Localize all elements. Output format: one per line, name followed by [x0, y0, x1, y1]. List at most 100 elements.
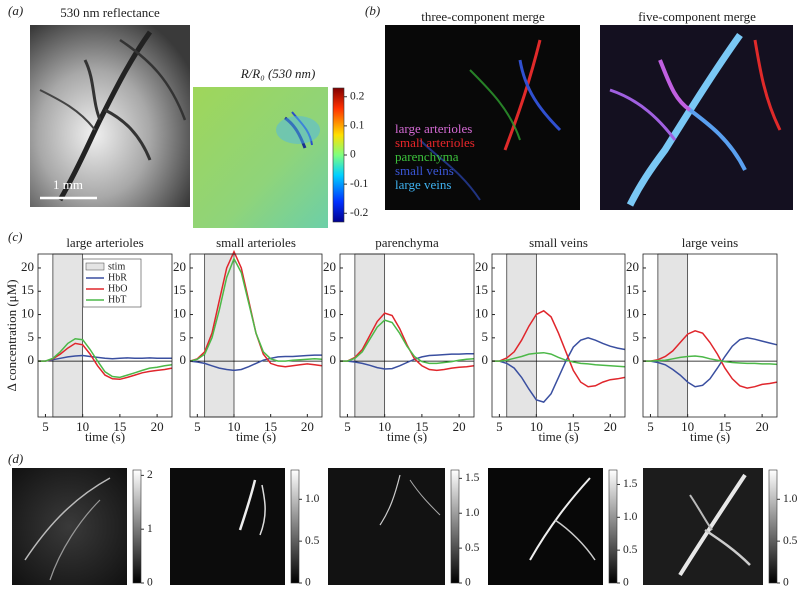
series-line	[38, 354, 172, 362]
legend-label: HbT	[108, 294, 126, 305]
series-line	[340, 352, 474, 370]
colorbar-tick-label: -0.1	[350, 178, 368, 190]
colorbar	[768, 469, 778, 584]
image-title: five-component merge	[638, 9, 756, 24]
colorbar-tick-label: 0	[147, 577, 153, 589]
colorbar-tick-label: 0.1	[350, 120, 365, 132]
x-tick-label: 5	[344, 419, 351, 434]
chart-title: large arterioles	[66, 235, 143, 250]
colorbar-tick-label: 0.5	[305, 535, 320, 547]
y-tick-label: 10	[626, 306, 639, 321]
stim-shade	[204, 253, 235, 418]
colorbar-tick-label: 1.5	[465, 472, 480, 484]
y-tick-label: 15	[323, 282, 336, 297]
legend-label: parenchyma	[395, 149, 459, 164]
series-line	[492, 351, 626, 368]
colorbar-tick-label: 0	[305, 577, 311, 589]
legend-label: large veins	[395, 177, 451, 192]
x-tick-label: 15	[718, 419, 731, 434]
y-tick-label: 20	[626, 259, 639, 274]
x-axis-label: time (s)	[85, 429, 125, 444]
colorbar-tick-label: 1.0	[305, 493, 320, 505]
y-tick-label: 20	[173, 259, 186, 274]
y-tick-label: 0	[482, 352, 489, 367]
colorbar-tick-label: 0.5	[783, 535, 798, 547]
chart-title: large veins	[682, 235, 738, 250]
ratio-image	[193, 87, 328, 228]
x-tick-label: 20	[151, 419, 164, 434]
y-axis-label: Δ concentration (μM)	[4, 279, 19, 391]
y-tick-label: 5	[330, 329, 337, 344]
y-tick-label: 10	[323, 306, 336, 321]
five-merge-image	[600, 25, 793, 210]
series-line	[38, 338, 173, 379]
y-tick-label: 0	[633, 352, 640, 367]
x-tick-label: 20	[453, 419, 466, 434]
y-tick-label: 10	[475, 306, 488, 321]
y-tick-label: 15	[475, 282, 488, 297]
panel-label: (d)	[8, 451, 23, 466]
x-tick-label: 15	[264, 419, 277, 434]
axes-frame	[491, 253, 626, 418]
colorbar	[290, 469, 300, 584]
axes-frame	[642, 253, 778, 418]
axes-frame	[339, 253, 475, 418]
x-tick-label: 15	[113, 419, 126, 434]
y-tick-label: 5	[633, 329, 640, 344]
series-line	[492, 309, 626, 388]
x-tick-label: 10	[530, 419, 543, 434]
colorbar	[132, 469, 142, 584]
stim-shade	[52, 253, 84, 418]
legend-label: small arterioles	[395, 135, 475, 150]
legend-label: small veins	[395, 163, 454, 178]
colorbar-tick-label: 0	[783, 577, 789, 589]
y-tick-label: 15	[626, 282, 639, 297]
y-tick-label: 5	[28, 329, 35, 344]
colorbar-tick-label: 1	[147, 523, 153, 535]
image-title: three-component merge	[421, 9, 545, 24]
series-line	[38, 342, 173, 381]
scale-bar-label: 1 mm	[53, 177, 83, 192]
x-axis-label: time (s)	[690, 429, 730, 444]
y-tick-label: 5	[180, 329, 187, 344]
chart-title: small veins	[529, 235, 588, 250]
y-tick-label: 10	[173, 306, 186, 321]
x-tick-label: 10	[378, 419, 391, 434]
x-tick-label: 5	[496, 419, 503, 434]
x-tick-label: 20	[756, 419, 769, 434]
series-line	[643, 337, 778, 388]
colorbar	[332, 87, 345, 223]
x-tick-label: 10	[76, 419, 89, 434]
stim-shade	[506, 253, 537, 418]
x-tick-label: 15	[415, 419, 428, 434]
reflectance-image	[30, 25, 190, 207]
x-tick-label: 5	[194, 419, 201, 434]
chart-title: small arterioles	[216, 235, 296, 250]
component-maps	[12, 468, 763, 585]
series-line	[340, 319, 475, 365]
chart-title: parenchyma	[375, 235, 439, 250]
series-line	[189, 256, 323, 362]
colorbar-tick-label: 0	[465, 577, 471, 589]
y-tick-label: 10	[21, 306, 34, 321]
y-tick-label: 0	[28, 352, 35, 367]
x-tick-label: 5	[42, 419, 49, 434]
axes-frame	[37, 253, 173, 418]
colorbar	[608, 469, 618, 584]
y-tick-label: 0	[330, 352, 337, 367]
x-axis-label: time (s)	[236, 429, 276, 444]
colorbar-tick-label: 0.5	[623, 544, 638, 556]
y-tick-label: 15	[21, 282, 34, 297]
axes-frame	[189, 253, 323, 418]
colorbar-tick-label: 1.5	[623, 478, 638, 490]
series-line	[643, 329, 778, 389]
colorbar-tick-label: 0.2	[350, 90, 365, 102]
stim-shade	[657, 253, 689, 418]
colorbar-tick-label: 1.0	[465, 507, 480, 519]
x-tick-label: 15	[567, 419, 580, 434]
colorbar-tick-label: 0.5	[465, 542, 480, 554]
x-tick-label: 20	[604, 419, 617, 434]
image-title: 530 nm reflectance	[60, 5, 160, 20]
x-tick-label: 10	[228, 419, 241, 434]
